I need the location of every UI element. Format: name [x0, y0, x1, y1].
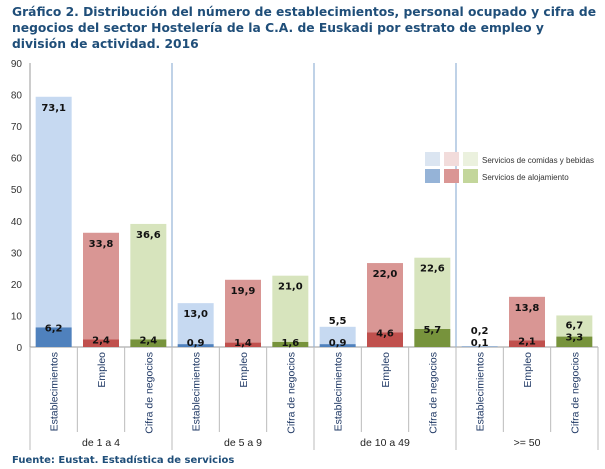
data-label-comidas: 21,0	[278, 282, 303, 293]
data-label-comidas: 33,8	[89, 239, 114, 250]
legend-swatch	[463, 169, 478, 183]
bar-empleo-comidas	[83, 232, 119, 340]
bar-cifra-de-negocios-comidas	[414, 257, 451, 330]
bar-empleo-comidas	[509, 296, 545, 341]
category-label: Empleo	[522, 352, 534, 388]
bar-empleo-alojamiento	[83, 339, 119, 347]
y-tick-label: 20	[11, 280, 23, 291]
category-label: Establecimientos	[475, 352, 487, 431]
legend-swatch	[463, 152, 478, 166]
data-label-comidas: 22,6	[420, 264, 445, 275]
bar-cifra-de-negocios-alojamiento	[414, 329, 451, 347]
data-label-comidas: 13,0	[183, 309, 208, 320]
legend-label: Servicios de alojamiento	[482, 173, 569, 182]
category-label: Empleo	[380, 352, 392, 388]
data-label-comidas: 0,2	[471, 326, 489, 337]
group-label: de 1 a 4	[82, 437, 120, 449]
bar-cifra-de-negocios-comidas	[556, 315, 593, 337]
y-tick-label: 30	[11, 248, 23, 259]
bar-cifra-de-negocios-alojamiento	[130, 339, 167, 347]
y-tick-label: 60	[11, 154, 23, 165]
data-label-alojamiento: 1,6	[281, 338, 299, 349]
category-label: Cifra de negocios	[285, 352, 297, 434]
data-label-alojamiento: 0,1	[471, 338, 489, 349]
bar-empleo-comidas	[225, 279, 261, 343]
y-tick-label: 90	[11, 59, 23, 70]
y-tick-label: 0	[16, 343, 22, 354]
data-label-alojamiento: 6,2	[45, 323, 63, 334]
category-label: Establecimientos	[49, 352, 61, 431]
category-label: Cifra de negocios	[427, 352, 439, 434]
group-label: de 5 a 9	[224, 437, 262, 449]
data-label-alojamiento: 2,4	[92, 335, 110, 346]
category-label: Empleo	[96, 352, 108, 388]
bar-empleo-alojamiento	[225, 342, 261, 347]
group-label: >= 50	[514, 437, 541, 449]
category-label: Cifra de negocios	[143, 352, 155, 434]
bar-establecimientos-alojamiento	[35, 327, 72, 347]
bar-empleo-comidas	[367, 263, 403, 333]
bar-establecimientos-comidas	[177, 303, 214, 345]
source-note: Fuente: Eustat. Estadística de servicios	[12, 455, 235, 466]
data-label-comidas: 73,1	[41, 103, 66, 114]
group-label: de 10 a 49	[360, 437, 410, 449]
legend-swatch	[425, 152, 440, 166]
y-tick-label: 50	[11, 185, 23, 196]
bar-establecimientos-comidas	[35, 96, 72, 328]
bar-establecimientos-alojamiento	[177, 344, 214, 347]
y-tick-label: 40	[11, 217, 23, 228]
data-label-comidas: 13,8	[515, 303, 540, 314]
category-label: Establecimientos	[191, 352, 203, 431]
data-label-comidas: 5,5	[329, 316, 347, 327]
data-label-comidas: 36,6	[136, 230, 161, 241]
bar-establecimientos-comidas	[319, 326, 356, 345]
chart-title: Gráfico 2. Distribución del número de es…	[12, 5, 597, 51]
y-tick-label: 70	[11, 122, 23, 133]
bar-establecimientos-comidas	[461, 346, 498, 347]
legend-swatch	[444, 152, 459, 166]
data-label-comidas: 19,9	[231, 286, 256, 297]
data-label-alojamiento: 4,6	[376, 328, 394, 339]
bar-empleo-alojamiento	[509, 340, 545, 347]
data-label-alojamiento: 0,9	[187, 338, 205, 349]
bar-cifra-de-negocios-alojamiento	[272, 341, 309, 347]
bar-cifra-de-negocios-alojamiento	[556, 336, 593, 347]
data-label-alojamiento: 0,9	[329, 338, 347, 349]
legend-swatch	[444, 169, 459, 183]
bar-empleo-alojamiento	[367, 332, 403, 347]
data-label-alojamiento: 3,3	[565, 333, 583, 344]
legend-swatch	[425, 169, 440, 183]
y-tick-label: 80	[11, 91, 23, 102]
bar-cifra-de-negocios-comidas	[272, 275, 309, 342]
data-label-alojamiento: 1,4	[234, 338, 252, 349]
bar-cifra-de-negocios-comidas	[130, 223, 167, 340]
data-label-alojamiento: 2,1	[518, 336, 536, 347]
data-label-alojamiento: 2,4	[139, 335, 157, 346]
category-label: Establecimientos	[333, 352, 345, 431]
category-label: Empleo	[238, 352, 250, 388]
legend-label: Servicios de comidas y bebidas	[482, 156, 594, 165]
bar-establecimientos-alojamiento	[319, 344, 356, 347]
data-label-alojamiento: 5,7	[423, 325, 441, 336]
data-label-comidas: 22,0	[373, 269, 398, 280]
data-label-comidas: 6,7	[565, 321, 583, 332]
y-tick-label: 10	[11, 311, 23, 322]
category-label: Cifra de negocios	[569, 352, 581, 434]
